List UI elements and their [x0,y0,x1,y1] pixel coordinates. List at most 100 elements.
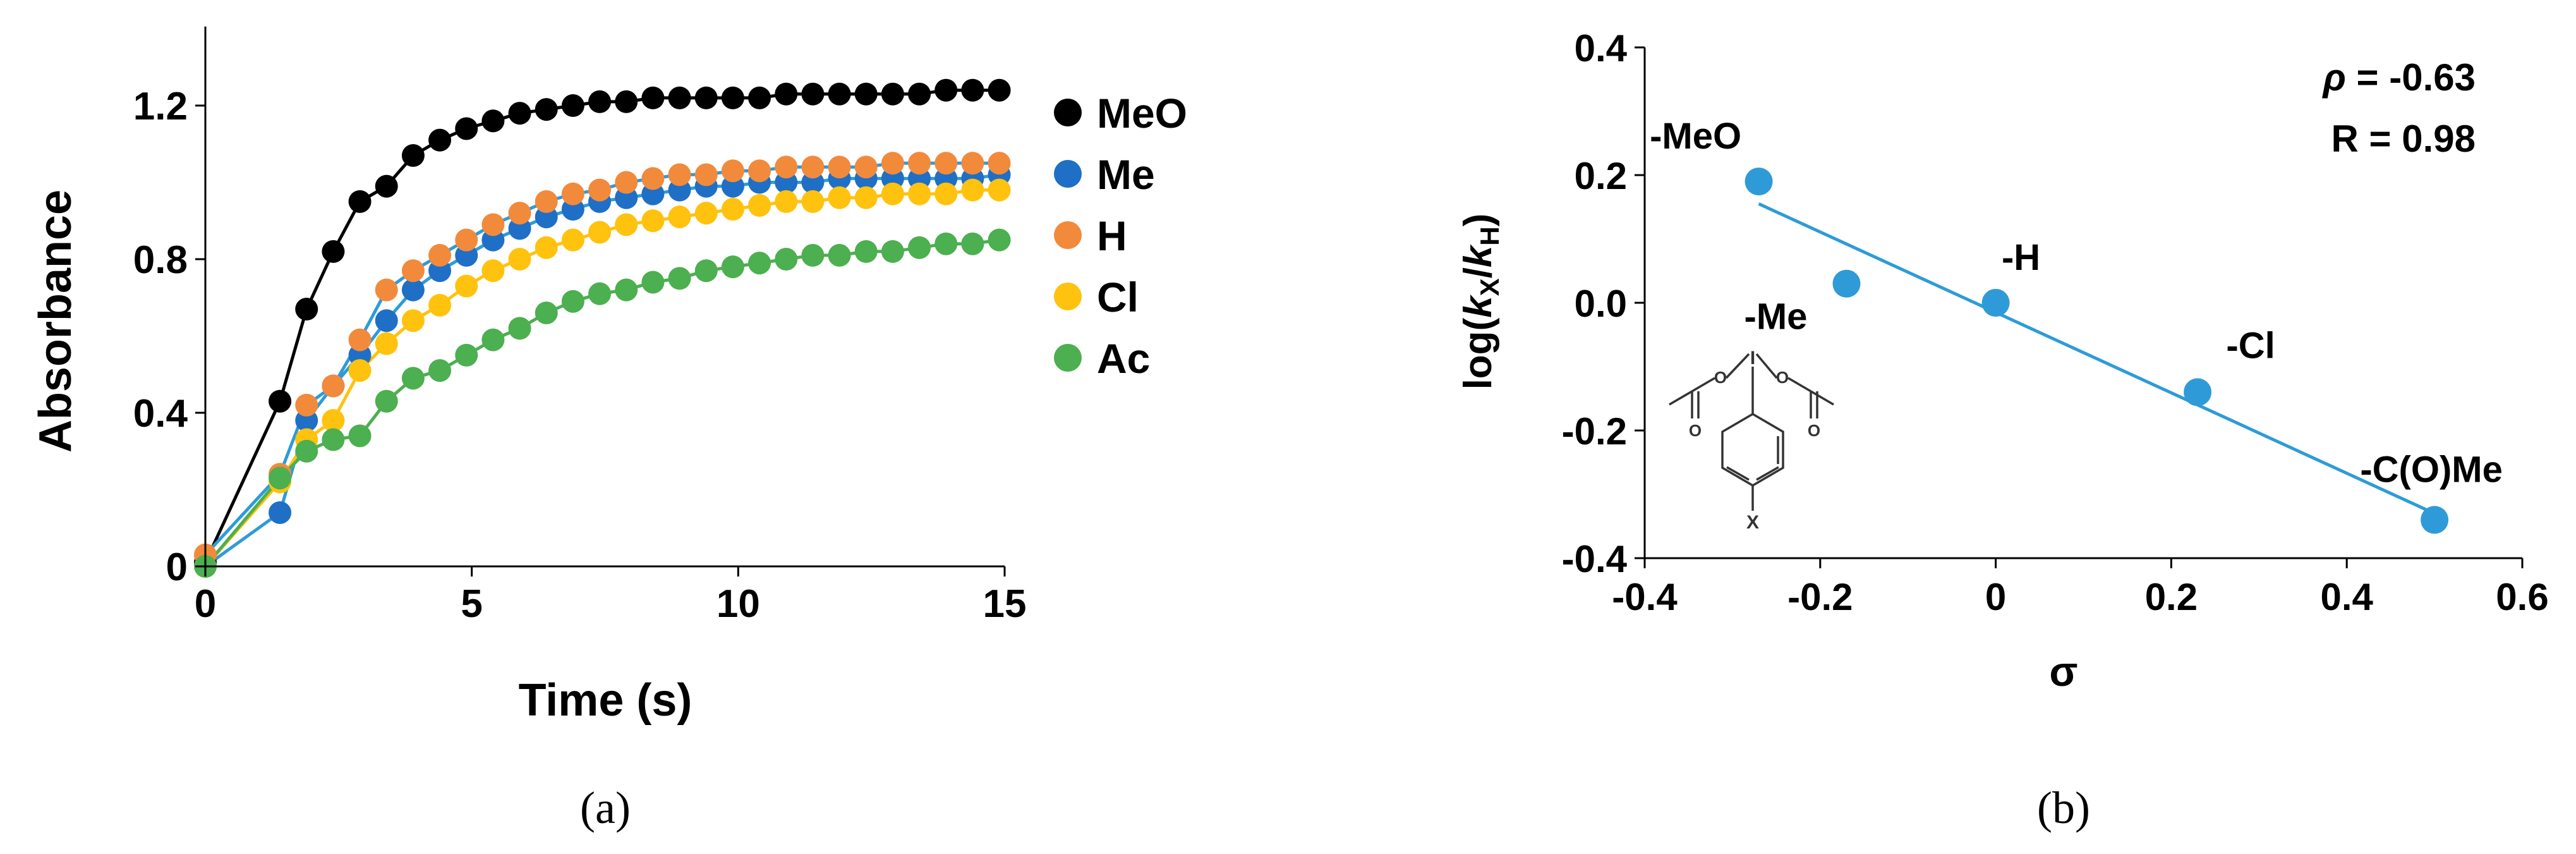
data-point [1981,289,2010,317]
panel-b-rho-annotation: ρ = -0.63 [2322,56,2476,99]
data-point-cl [748,193,771,217]
inset-atom-i: I [1750,348,1755,369]
data-point-ac [721,255,744,279]
data-point-ac [508,317,531,340]
data-point-cl [881,182,904,205]
y-tick-label: 0.4 [1575,27,1628,70]
data-point-meo [775,82,798,106]
data-point-h [854,156,878,179]
data-point-meo [561,94,584,117]
data-point-h [481,213,505,236]
data-point-meo [908,82,931,106]
data-point-ac [375,389,398,413]
data-point-h [535,190,558,213]
data-point-cl [721,198,744,221]
data-point-meo [348,190,372,213]
x-tick-label: 0.6 [2496,576,2548,618]
data-point-meo [428,128,452,152]
legend-label-me: Me [1097,151,1155,198]
inset-atom-o-carbonyl-right: O [1808,421,1820,440]
data-point-ac [322,428,345,451]
panel-a-y-axis-label: Absorbance [30,190,81,453]
data-point-cl [908,182,931,205]
data-point-cl [481,259,505,283]
data-point-meo [721,86,744,109]
data-point-ac [881,240,904,263]
data-point-h [721,159,744,183]
data-point-h [961,152,984,175]
point-label: -C(O)Me [2360,449,2503,490]
data-point-meo [641,86,665,109]
data-point-h [401,259,425,283]
legend-label-meo: MeO [1097,90,1187,137]
regression-line [1758,202,2436,515]
y-tick-label: 1.2 [133,85,188,128]
data-point-ac [775,248,798,271]
data-point-h [748,159,771,183]
panel-b-r-annotation: R = 0.98 [2331,118,2476,160]
data-point-cl [322,409,345,432]
data-point-ac [854,240,878,263]
data-point-h [641,167,665,190]
data-point-h [881,152,904,175]
data-point-ac [269,467,292,490]
inset-atom-o-right: O [1776,368,1789,387]
panel-b-y-axis-label: log(kX/kH) [1456,214,1504,390]
data-point-meo [854,82,878,106]
data-point-cl [934,182,958,205]
data-point-cl [588,221,612,244]
data-point-h [348,328,372,351]
panel-a: 0 5 10 15 0 0.4 0.8 1.2 Absorbance Time (s) MeO… [30,27,1187,833]
data-point-h [322,374,345,398]
data-point-cl [428,293,452,317]
data-point-ac [428,359,452,382]
x-tick-label: 5 [461,582,482,626]
legend-label-h: H [1097,212,1127,259]
data-point-cl [854,186,878,209]
data-point-ac [561,290,584,313]
panel-a-x-axis-label: Time (s) [519,675,692,726]
data-point-ac [641,271,665,294]
data-point [2421,506,2449,534]
panel-a-label: (a) [580,783,631,833]
data-point-me [375,309,398,332]
panel-b-ticks: -0.4 -0.2 0 0.2 0.4 0.6 -0.4 -0.2 0.0 0.2 0.4 [1562,27,2549,618]
inset-atom-o-carbonyl-left: O [1689,421,1702,440]
data-point-ac [694,259,718,283]
data-point-h [801,156,825,179]
data-point-meo [508,102,531,125]
data-point-meo [694,86,718,109]
inset-substituent-x: X [1746,512,1759,533]
data-point-cl [455,274,478,298]
data-point-meo [588,90,612,113]
legend-label-cl: Cl [1097,274,1139,320]
x-tick-label: -0.4 [1612,576,1678,618]
point-label: -MeO [1650,116,1741,157]
x-tick-label: 0 [195,582,216,626]
data-point-ac [455,343,478,367]
data-point-cl [641,209,665,233]
data-point [2184,378,2212,406]
legend-marker-ac [1054,344,1082,372]
panel-b: -0.4 -0.2 0 0.2 0.4 0.6-0.4-0.20.00.20.4 I O … [1456,27,2549,833]
data-point-h [668,163,691,186]
data-point-cl [615,213,638,236]
data-point-meo [668,86,691,109]
data-point-ac [668,267,691,290]
data-point-meo [828,82,851,106]
data-point-ac [988,228,1011,252]
y-tick-label: -0.4 [1562,538,1628,580]
y-tick-label: 0 [166,546,188,589]
data-point-cl [961,178,984,202]
panel-a-legend: MeO Me H Cl Ac [1054,90,1187,382]
data-point-h [508,202,531,225]
data-point-meo [535,98,558,121]
data-point-meo [322,240,345,263]
y-tick-label: 0.0 [1575,283,1627,325]
y-tick-label: 0.8 [133,238,188,282]
data-point-h [988,152,1011,175]
panel-a-ticks: 0 5 10 15 0 0.4 0.8 1.2 [133,85,1027,626]
data-point [1745,168,1773,196]
data-point-meo [881,82,904,106]
